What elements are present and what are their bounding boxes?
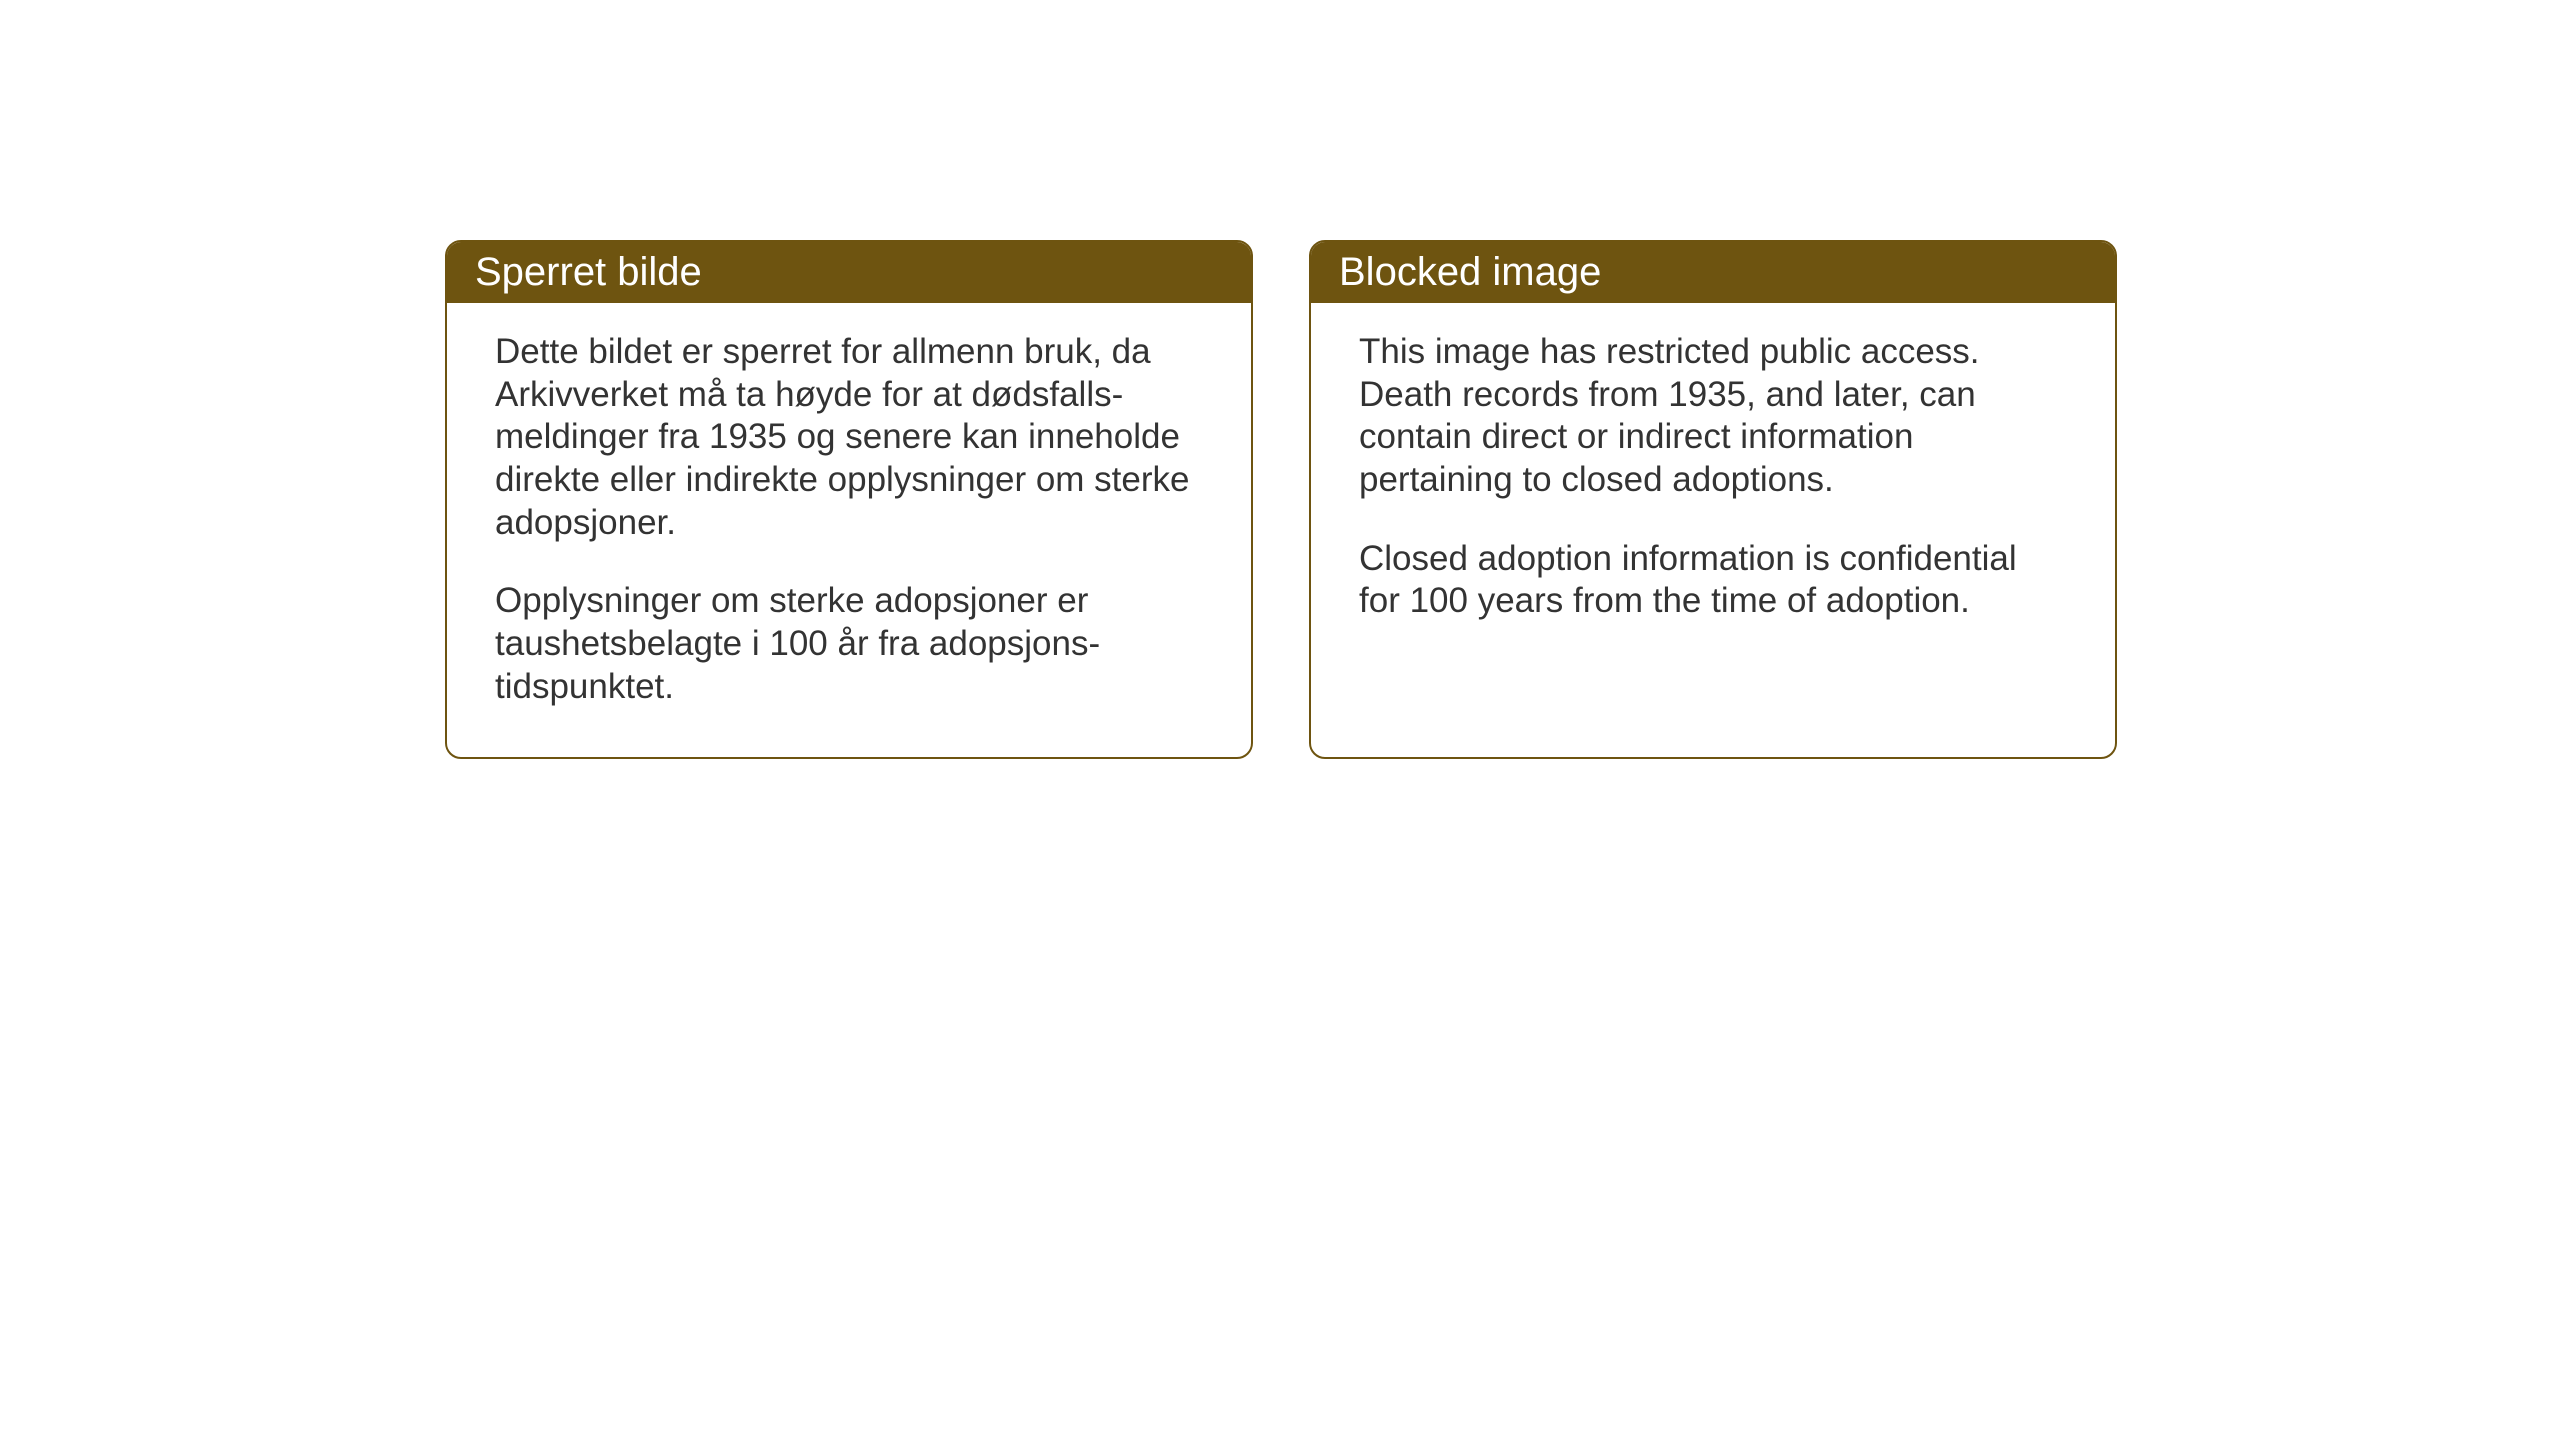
english-card-header: Blocked image	[1311, 242, 2115, 303]
norwegian-card-title: Sperret bilde	[475, 250, 702, 294]
english-card: Blocked image This image has restricted …	[1309, 240, 2117, 759]
norwegian-card-header: Sperret bilde	[447, 242, 1251, 303]
english-card-body: This image has restricted public access.…	[1311, 303, 2115, 671]
norwegian-paragraph-1: Dette bildet er sperret for allmenn bruk…	[495, 331, 1203, 544]
norwegian-card: Sperret bilde Dette bildet er sperret fo…	[445, 240, 1253, 759]
english-paragraph-2: Closed adoption information is confident…	[1359, 538, 2067, 623]
cards-container: Sperret bilde Dette bildet er sperret fo…	[445, 240, 2117, 759]
english-paragraph-1: This image has restricted public access.…	[1359, 331, 2067, 502]
norwegian-card-body: Dette bildet er sperret for allmenn bruk…	[447, 303, 1251, 757]
english-card-title: Blocked image	[1339, 250, 1601, 294]
norwegian-paragraph-2: Opplysninger om sterke adopsjoner er tau…	[495, 580, 1203, 708]
